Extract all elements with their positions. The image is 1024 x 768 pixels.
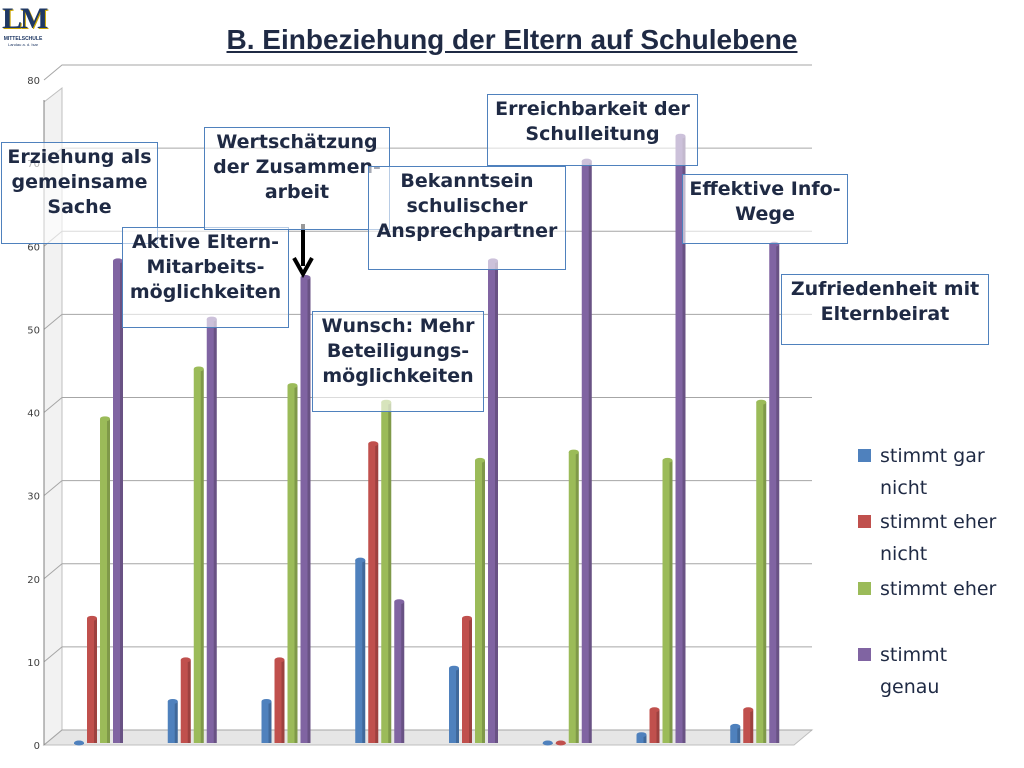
gridline: [43, 313, 812, 330]
legend-swatch: [858, 648, 871, 661]
y-tick-label: 10: [27, 658, 40, 669]
legend-item-stimmt-gar-nicht: stimmt gar nicht: [858, 440, 1008, 504]
gridline: [43, 480, 812, 497]
bar-stimmt-eher-3: [287, 383, 298, 743]
bar-stimmt-eher-nicht-8: [743, 707, 754, 743]
legend-swatch: [858, 515, 871, 528]
bar-stimmt-eher-nicht-5: [462, 615, 472, 743]
callout-wertschaetzung: Wertschätzung der Zusammen- arbeit: [204, 127, 390, 230]
bar-stimmt-genau-3: [300, 275, 311, 743]
bar-stimmt-eher-nicht-1: [87, 615, 97, 743]
bar-stimmt-genau-6: [581, 158, 592, 743]
page-title: B. Einbeziehung der Eltern auf Schuleben…: [226, 24, 798, 55]
callout-erreichbarkeit: Erreichbarkeit der Schulleitung: [487, 94, 698, 166]
gridline: [43, 646, 812, 663]
bar-stimmt-eher-1: [100, 416, 110, 743]
legend-label: stimmt eher: [880, 578, 997, 600]
bar-stimmt-eher-6: [568, 449, 579, 743]
callout-zufriedenheit: Zufriedenheit mit Elternbeirat: [781, 274, 989, 345]
bar-stimmt-eher-8: [756, 399, 767, 743]
bar-stimmt-eher-nicht-6: [555, 740, 566, 746]
logo-letters: LM: [2, 2, 48, 35]
legend-swatch: [858, 582, 871, 595]
y-tick-label: 80: [27, 76, 40, 87]
bar-stimmt-gar-nicht-3: [261, 698, 272, 743]
gridline: [43, 64, 812, 81]
y-tick-label: 50: [27, 325, 40, 336]
logo-place: Landau a. d. Isar: [7, 42, 39, 47]
bar-stimmt-eher-2: [193, 366, 204, 743]
bar-stimmt-genau-8: [769, 241, 780, 743]
callout-wunsch: Wunsch: Mehr Beteiligungs- möglichkeiten: [312, 311, 484, 412]
bar-stimmt-eher-4: [381, 399, 392, 743]
chart-floor: [42, 729, 814, 746]
y-tick-label: 20: [27, 575, 40, 586]
bar-stimmt-eher-7: [662, 457, 673, 743]
legend-label: stimmt gar nicht: [880, 445, 985, 499]
y-tick-label: 0: [34, 741, 40, 752]
bar-stimmt-eher-nicht-7: [649, 707, 660, 743]
bar-stimmt-genau-1: [113, 258, 123, 743]
legend-label: stimmt genau: [880, 644, 948, 698]
bar-stimmt-gar-nicht-6: [542, 740, 553, 746]
gridline: [43, 397, 812, 413]
bar-stimmt-eher-5: [475, 457, 485, 743]
gridline: [43, 563, 812, 580]
bar-stimmt-eher-nicht-3: [274, 657, 285, 743]
legend-item-stimmt-eher-nicht: stimmt eher nicht: [858, 506, 1008, 570]
legend-item-stimmt-eher: stimmt eher: [858, 573, 1008, 637]
bar-stimmt-gar-nicht-1: [74, 740, 84, 746]
bar-stimmt-gar-nicht-8: [730, 723, 741, 743]
bar-stimmt-gar-nicht-7: [636, 732, 647, 743]
callout-effektive: Effektive Info- Wege: [682, 174, 848, 244]
bar-stimmt-eher-nicht-2: [180, 657, 191, 743]
bar-stimmt-gar-nicht-5: [449, 665, 459, 743]
bar-stimmt-gar-nicht-2: [167, 698, 178, 743]
logo-school: MITTELSCHULE: [3, 36, 43, 42]
y-tick-label: 30: [27, 492, 40, 503]
callout-aktive: Aktive Eltern- Mitarbeits- möglichkeiten: [122, 227, 289, 328]
bar-stimmt-eher-nicht-4: [368, 441, 379, 743]
y-tick-label: 40: [27, 409, 40, 420]
legend-swatch: [858, 449, 871, 462]
school-logo: LM MITTELSCHULE Landau a. d. Isar: [2, 2, 48, 52]
bar-stimmt-genau-2: [206, 316, 217, 743]
callout-bekanntsein: Bekanntsein schulischer Ansprechpartner: [368, 166, 566, 270]
legend-label: stimmt eher nicht: [880, 511, 997, 565]
y-tick-label: 60: [27, 242, 40, 253]
legend-item-stimmt-genau: stimmt genau: [858, 639, 1008, 703]
gridline: [43, 729, 812, 746]
bar-stimmt-genau-4: [394, 599, 405, 743]
bar-stimmt-genau-5: [488, 258, 498, 743]
arrow-down-icon: [292, 224, 314, 279]
bar-stimmt-gar-nicht-4: [355, 557, 366, 743]
